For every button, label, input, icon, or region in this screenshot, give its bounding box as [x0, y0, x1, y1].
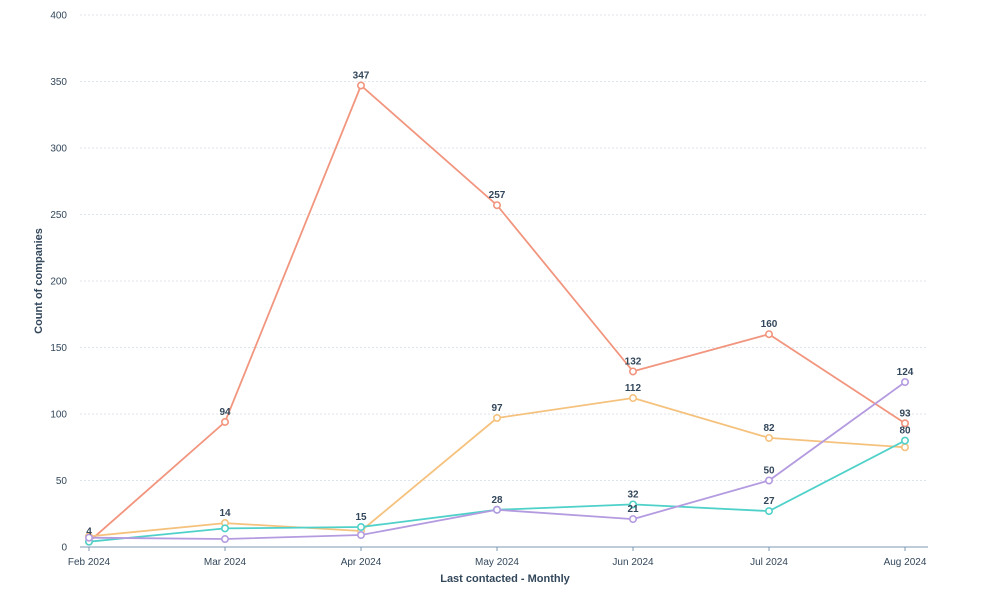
- data-point[interactable]: [900, 378, 909, 387]
- y-tick-label: 400: [50, 11, 67, 22]
- data-label: 97: [491, 403, 503, 414]
- data-point[interactable]: [628, 394, 637, 403]
- data-label: 94: [219, 407, 231, 418]
- x-axis-title: Last contacted - Monthly: [440, 573, 570, 585]
- data-point[interactable]: [356, 523, 365, 532]
- x-tick-label: Jul 2024: [750, 557, 788, 568]
- data-point[interactable]: [492, 413, 501, 422]
- data-label: 347: [353, 70, 370, 81]
- grid-layer: [80, 14, 928, 481]
- series-layer: [85, 81, 909, 546]
- series-line-3: [88, 439, 906, 543]
- data-label: 50: [763, 466, 775, 477]
- data-point[interactable]: [356, 81, 365, 90]
- y-tick-label: 300: [50, 144, 67, 155]
- data-label: 28: [491, 495, 503, 506]
- data-point[interactable]: [628, 515, 637, 524]
- data-label: 14: [219, 508, 231, 519]
- series-line-1: [88, 83, 906, 543]
- x-tick-label: Aug 2024: [884, 557, 927, 568]
- data-point[interactable]: [764, 507, 773, 516]
- data-point[interactable]: [221, 524, 230, 533]
- data-label: 15: [355, 512, 367, 523]
- y-tick-label: 350: [50, 77, 67, 88]
- data-point[interactable]: [764, 476, 773, 485]
- data-point[interactable]: [900, 436, 909, 445]
- data-label: 21: [627, 504, 639, 515]
- data-point[interactable]: [628, 500, 637, 509]
- x-tick-label: Mar 2024: [204, 557, 247, 568]
- data-point[interactable]: [628, 367, 637, 376]
- data-labels: 4 94 347 257 132 160 93 14 97 112 82 15 32 27 80 28 21 50…: [86, 70, 914, 537]
- data-point[interactable]: [900, 419, 909, 428]
- data-label: 27: [763, 496, 775, 507]
- data-point[interactable]: [492, 505, 501, 514]
- data-label: 32: [627, 489, 639, 500]
- data-point[interactable]: [900, 443, 909, 452]
- x-tick-label: Apr 2024: [341, 557, 382, 568]
- x-tick-label: May 2024: [475, 557, 519, 568]
- data-point[interactable]: [492, 201, 501, 210]
- data-label: 4: [86, 527, 92, 538]
- y-tick-label: 200: [50, 277, 67, 288]
- data-label: 124: [897, 367, 914, 378]
- data-label: 257: [489, 190, 506, 201]
- data-label: 93: [899, 408, 911, 419]
- data-label: 82: [763, 423, 775, 434]
- x-tick-label: Feb 2024: [68, 557, 111, 568]
- data-point[interactable]: [764, 433, 773, 442]
- data-point[interactable]: [85, 533, 94, 542]
- data-label: 132: [625, 356, 642, 367]
- y-axis-ticks: 0 50 100 150 200 250 300 350 400: [50, 11, 67, 554]
- y-tick-label: 50: [56, 476, 68, 487]
- y-tick-label: 250: [50, 210, 67, 221]
- y-axis-title: Count of companies: [33, 228, 45, 334]
- data-label: 112: [625, 383, 642, 394]
- data-point[interactable]: [221, 417, 230, 426]
- y-tick-label: 0: [61, 543, 67, 554]
- data-point[interactable]: [764, 330, 773, 339]
- data-point[interactable]: [221, 535, 230, 544]
- x-tick-label: Jun 2024: [612, 557, 654, 568]
- data-label: 160: [761, 319, 778, 330]
- data-point[interactable]: [356, 531, 365, 540]
- y-tick-label: 100: [50, 410, 67, 421]
- x-axis-ticks: Feb 2024 Mar 2024 Apr 2024 May 2024 Jun 2024…: [68, 547, 927, 568]
- y-tick-label: 150: [50, 343, 67, 354]
- data-label: 80: [899, 426, 911, 437]
